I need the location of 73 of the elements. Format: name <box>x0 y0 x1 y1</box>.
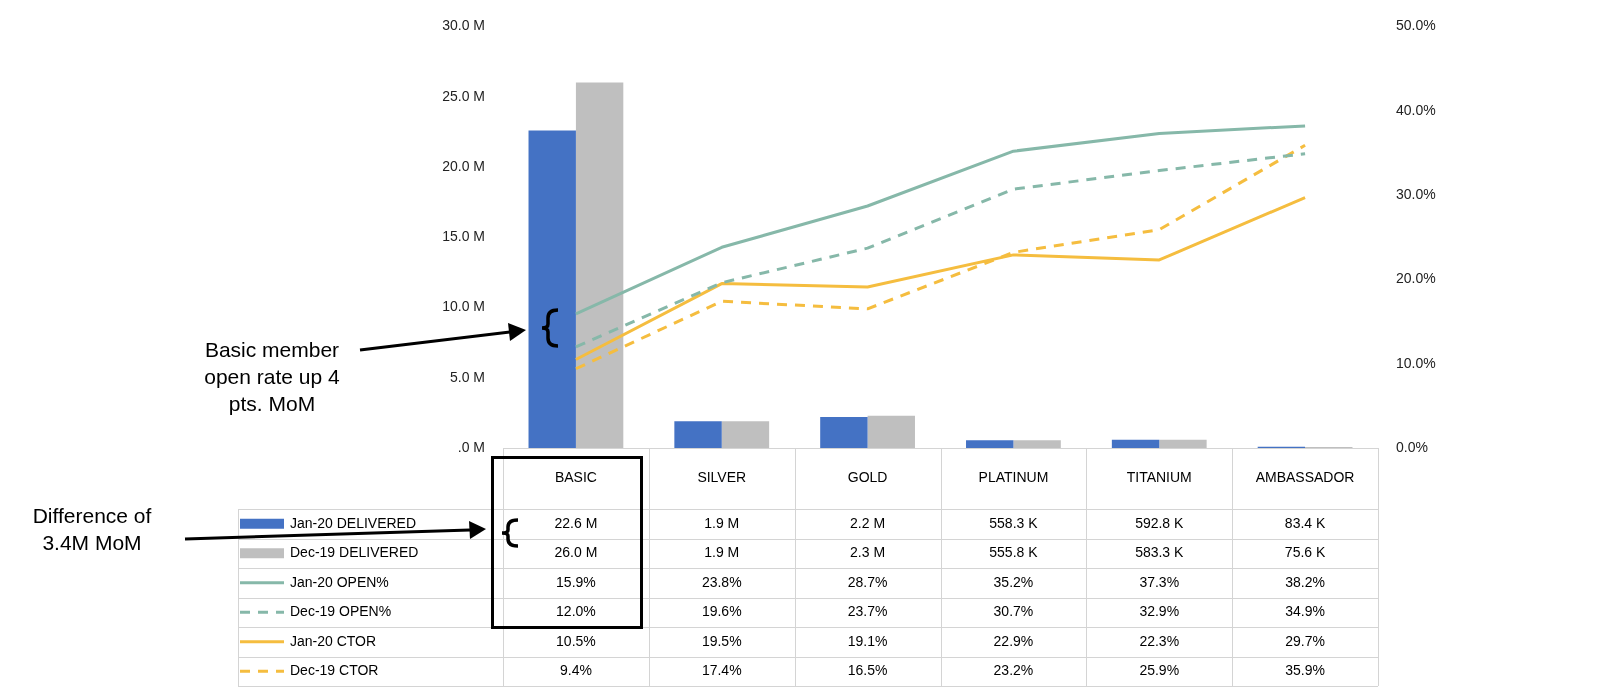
x-tick-label: TITANIUM <box>1126 469 1192 486</box>
y2-tick-label: 20.0% <box>1396 270 1436 287</box>
x-tick-label: PLATINUM <box>978 469 1049 486</box>
data-label: 83.4 K <box>1284 514 1326 531</box>
legend-label: Jan-20 DELIVERED <box>290 514 417 531</box>
y-tick-label: 25.0 M <box>442 87 485 104</box>
data-label: 23.2% <box>993 662 1034 679</box>
bar <box>1159 439 1207 448</box>
x-tick-label: SILVER <box>697 469 747 486</box>
data-label: 25.9% <box>1139 662 1180 679</box>
legend-label: Dec-19 OPEN% <box>290 603 392 620</box>
data-label: 15.9% <box>556 573 596 590</box>
legend-label: Dec-19 DELIVERED <box>290 544 419 561</box>
x-tick-label: AMBASSADOR <box>1255 469 1355 486</box>
data-label: 1.9 M <box>704 544 740 561</box>
bar <box>1111 439 1160 448</box>
data-label: 10.5% <box>556 632 596 649</box>
y2-tick-label: 0.0% <box>1396 438 1428 455</box>
data-label: 19.1% <box>847 632 888 649</box>
data-label: 583.3 K <box>1135 544 1185 561</box>
y2-tick-label: 30.0% <box>1396 185 1436 202</box>
text: Basic member open rate up 4 pts. MoM <box>203 337 341 417</box>
y2-tick-label: 10.0% <box>1396 354 1436 371</box>
data-label: 16.5% <box>847 662 888 679</box>
y-tick-label: 15.0 M <box>442 228 485 245</box>
data-label: 555.8 K <box>989 544 1039 561</box>
bar <box>820 417 868 448</box>
data-label: 23.7% <box>847 603 888 620</box>
bar <box>966 440 1014 448</box>
data-label: 19.5% <box>701 632 742 649</box>
data-label: 23.8% <box>701 573 742 590</box>
data-label: 12.0% <box>556 603 596 620</box>
data-label: 26.0 M <box>554 544 598 561</box>
bar <box>1013 440 1061 448</box>
y-tick-label: 10.0 M <box>442 298 485 315</box>
bar <box>867 415 915 448</box>
data-label: 19.6% <box>701 603 742 620</box>
data-label: 2.2 M <box>850 514 886 531</box>
data-label: 22.9% <box>993 632 1034 649</box>
legend-label: Jan-20 CTOR <box>290 632 377 649</box>
data-label: 37.3% <box>1139 573 1180 590</box>
y2-tick-label: 40.0% <box>1396 101 1436 118</box>
bar <box>721 421 770 448</box>
data-label: 35.9% <box>1285 662 1325 679</box>
y-tick-label: 30.0 M <box>442 17 485 34</box>
data-label: 30.7% <box>993 603 1034 620</box>
bar <box>528 130 576 448</box>
x-tick-label: GOLD <box>847 469 888 486</box>
y-tick-label: 5.0 M <box>449 368 485 385</box>
data-label: 75.6 K <box>1284 544 1326 561</box>
data-label: 32.9% <box>1139 603 1180 620</box>
data-label: 592.8 K <box>1135 514 1185 531</box>
y-tick-label: .0 M <box>457 438 485 455</box>
data-label: 38.2% <box>1285 573 1325 590</box>
bar <box>674 421 722 448</box>
data-label: 1.9 M <box>704 514 740 531</box>
x-tick-label: BASIC <box>554 469 597 486</box>
data-label: 558.3 K <box>989 514 1039 531</box>
legend-label: Jan-20 OPEN% <box>290 573 389 590</box>
y-tick-label: 20.0 M <box>442 157 485 174</box>
data-label: 34.9% <box>1285 603 1325 620</box>
data-label: 28.7% <box>847 573 888 590</box>
data-label: 22.6 M <box>554 514 598 531</box>
data-label: 2.3 M <box>850 544 886 561</box>
legend-label: Dec-19 CTOR <box>290 662 379 679</box>
data-label: 35.2% <box>993 573 1034 590</box>
y2-tick-label: 50.0% <box>1396 17 1436 34</box>
bar <box>575 82 624 448</box>
data-label: 17.4% <box>701 662 742 679</box>
text: Difference of 3.4M MoM <box>31 503 153 556</box>
data-label: 22.3% <box>1139 632 1180 649</box>
data-label: 29.7% <box>1285 632 1325 649</box>
data-label: 9.4% <box>559 662 592 679</box>
